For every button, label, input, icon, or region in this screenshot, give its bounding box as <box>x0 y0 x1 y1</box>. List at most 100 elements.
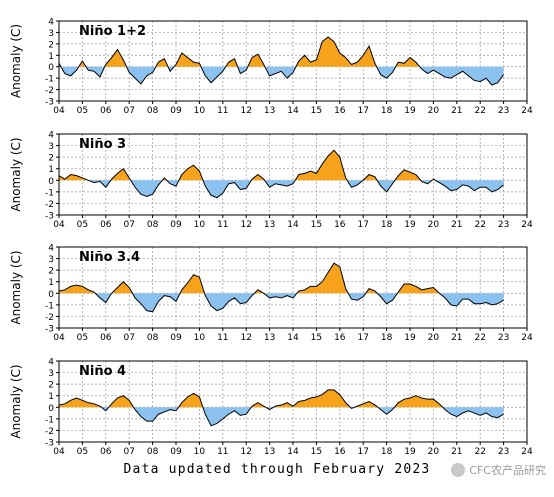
x-tick-label: 13 <box>264 220 275 230</box>
positive-anomaly-area <box>59 37 504 67</box>
negative-anomaly-area <box>59 407 504 426</box>
y-axis-label: Anomaly (C) <box>9 137 23 211</box>
panel-title: Niño 4 <box>79 364 126 379</box>
anomaly-series-line <box>58 149 504 199</box>
x-tick-label: 09 <box>170 447 182 457</box>
x-tick-label: 17 <box>357 333 368 343</box>
watermark-text: CFC农产品研究 <box>469 464 546 477</box>
x-tick-label: 24 <box>521 220 533 230</box>
y-tick-label: -2 <box>45 313 54 323</box>
x-tick-label: 20 <box>428 220 440 230</box>
y-tick-label: -3 <box>45 212 54 222</box>
x-tick-label: 22 <box>474 447 485 457</box>
positive-anomaly-area <box>59 389 504 408</box>
x-tick-label: 06 <box>100 447 112 457</box>
x-tick-label: 07 <box>123 333 134 343</box>
x-tick-label: 07 <box>123 106 134 116</box>
x-tick-label: 05 <box>77 106 88 116</box>
x-tick-label: 04 <box>53 333 65 343</box>
x-tick-label: 07 <box>123 447 134 457</box>
x-tick-label: 20 <box>428 447 440 457</box>
x-tick-label: 05 <box>77 333 88 343</box>
x-tick-label: 18 <box>381 447 393 457</box>
y-axis-label: Anomaly (C) <box>9 24 23 98</box>
x-tick-label: 18 <box>381 220 393 230</box>
x-tick-label: 16 <box>334 106 346 116</box>
x-tick-label: 19 <box>404 106 416 116</box>
x-tick-label: 21 <box>451 447 462 457</box>
y-tick-label: -2 <box>45 427 54 437</box>
x-tick-label: 10 <box>194 333 206 343</box>
y-tick-label: 0 <box>48 290 54 300</box>
y-tick-label: 3 <box>48 29 54 39</box>
x-tick-label: 07 <box>123 220 134 230</box>
y-tick-label: 0 <box>48 177 54 187</box>
x-tick-label: 15 <box>311 447 322 457</box>
anomaly-series-line <box>58 36 505 86</box>
y-axis-label: Anomaly (C) <box>9 364 23 438</box>
y-tick-label: -1 <box>45 415 54 425</box>
x-tick-label: 21 <box>451 333 462 343</box>
panel-title: Niño 3.4 <box>79 250 140 265</box>
y-tick-label: 4 <box>48 131 54 141</box>
x-tick-label: 14 <box>287 447 299 457</box>
x-tick-label: 22 <box>474 106 485 116</box>
y-axis-label: Anomaly (C) <box>9 250 23 324</box>
positive-anomaly-area <box>59 150 504 181</box>
x-tick-label: 08 <box>147 333 159 343</box>
x-tick-label: 21 <box>451 106 462 116</box>
x-tick-label: 12 <box>240 220 251 230</box>
x-tick-label: 15 <box>311 333 322 343</box>
x-tick-label: 06 <box>100 333 112 343</box>
x-tick-label: 16 <box>334 220 346 230</box>
y-tick-label: -2 <box>45 200 54 210</box>
x-tick-label: 05 <box>77 220 88 230</box>
y-tick-label: 1 <box>48 52 54 62</box>
x-tick-label: 04 <box>53 106 65 116</box>
x-tick-label: 19 <box>404 333 416 343</box>
x-tick-label: 11 <box>217 447 228 457</box>
y-tick-label: -3 <box>45 439 54 449</box>
x-tick-label: 17 <box>357 220 368 230</box>
panel-title: Niño 3 <box>79 137 126 152</box>
x-tick-label: 18 <box>381 106 393 116</box>
y-tick-label: -1 <box>45 301 54 311</box>
x-tick-label: 10 <box>194 106 206 116</box>
x-tick-label: 12 <box>240 333 251 343</box>
x-tick-label: 16 <box>334 333 346 343</box>
x-tick-label: 23 <box>498 447 509 457</box>
x-tick-label: 08 <box>147 220 159 230</box>
x-tick-label: 22 <box>474 220 485 230</box>
x-tick-label: 05 <box>77 447 88 457</box>
x-tick-label: 17 <box>357 447 368 457</box>
footer-caption: Data updated through February 2023 <box>123 462 431 477</box>
anomaly-series-line <box>58 262 504 313</box>
x-tick-label: 18 <box>381 333 393 343</box>
x-tick-label: 11 <box>217 333 228 343</box>
x-tick-label: 04 <box>53 447 65 457</box>
y-tick-label: 3 <box>48 255 54 265</box>
x-tick-label: 04 <box>53 220 65 230</box>
x-tick-label: 19 <box>404 220 416 230</box>
watermark-logo-icon <box>451 463 466 477</box>
y-tick-label: 2 <box>48 381 54 391</box>
x-tick-label: 13 <box>264 106 275 116</box>
x-tick-label: 19 <box>404 447 416 457</box>
x-tick-label: 13 <box>264 447 275 457</box>
y-tick-label: -3 <box>45 325 54 335</box>
watermark: CFC农产品研究 <box>451 462 546 478</box>
x-tick-label: 13 <box>264 333 275 343</box>
x-tick-label: 08 <box>147 106 159 116</box>
x-tick-label: 14 <box>287 106 299 116</box>
x-tick-label: 14 <box>287 333 299 343</box>
y-tick-label: 4 <box>48 358 54 368</box>
x-tick-label: 15 <box>311 106 322 116</box>
anomaly-series-line <box>58 389 504 427</box>
y-tick-label: 2 <box>48 267 54 277</box>
x-tick-label: 11 <box>217 220 228 230</box>
x-tick-label: 17 <box>357 106 368 116</box>
